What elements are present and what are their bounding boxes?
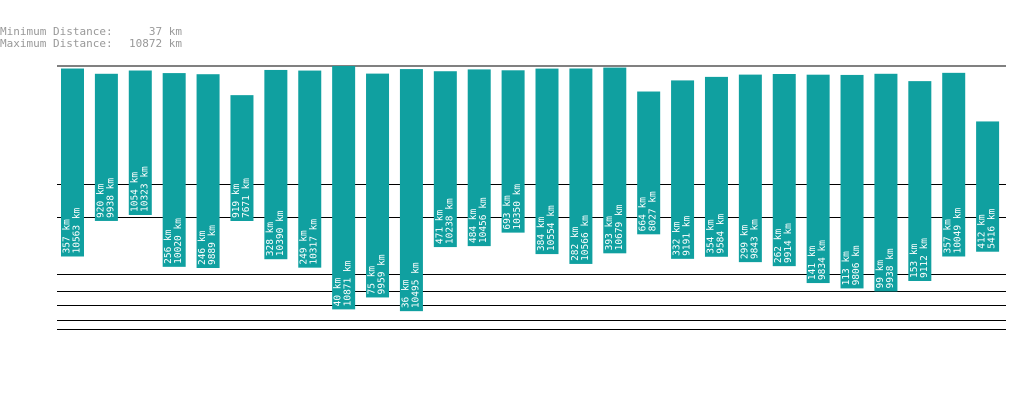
bar-label: 10679 km — [614, 204, 625, 250]
bar — [535, 68, 559, 255]
bar-label: 9938 km — [885, 248, 896, 288]
min-value: 37 km — [149, 25, 182, 38]
bar-label: 9806 km — [851, 245, 862, 285]
bar-label: 8027 km — [648, 191, 659, 231]
bar-label: 328 km — [265, 222, 276, 257]
bar — [128, 70, 152, 215]
bar — [942, 72, 966, 257]
bar — [637, 91, 661, 235]
bar — [976, 121, 1000, 252]
bar-label: 282 km — [570, 226, 581, 261]
max-label: Maximum Distance: — [0, 37, 113, 50]
bar — [569, 68, 593, 264]
bar — [94, 73, 118, 221]
bar-label: 920 km — [95, 183, 106, 218]
bar — [196, 74, 220, 269]
bar-label: 484 km — [468, 209, 479, 244]
bar-label: 249 km — [299, 230, 310, 265]
max-value: 10872 km — [129, 37, 182, 50]
bar-label: 75 km — [367, 266, 378, 295]
bar — [467, 69, 491, 247]
min-label: Minimum Distance: — [0, 25, 113, 38]
bar-label: 246 km — [197, 230, 208, 265]
bar-label: 10563 km — [72, 207, 83, 253]
bar-label: 10317 km — [309, 219, 320, 265]
bar — [298, 70, 322, 268]
bar — [162, 73, 186, 267]
bar-label: 9191 km — [682, 216, 693, 256]
bar-label: 9584 km — [715, 213, 726, 253]
bar-label: 10495 km — [410, 262, 421, 308]
bar-label: 9889 km — [207, 225, 218, 265]
bar — [772, 73, 796, 267]
bar-label: 153 km — [909, 243, 920, 278]
bar — [840, 74, 864, 289]
bar — [230, 95, 254, 221]
bar-label: 10238 km — [444, 198, 455, 244]
bar-label: 9959 km — [377, 254, 388, 294]
bar-label: 354 km — [705, 219, 716, 254]
bar — [908, 81, 932, 282]
bar-label: 357 km — [62, 219, 73, 254]
bar — [61, 68, 84, 257]
bar-label: 10020 km — [173, 218, 184, 264]
bar-label: 5416 km — [987, 208, 998, 248]
bar-label: 10456 km — [478, 197, 489, 243]
bar-label: 384 km — [536, 216, 547, 251]
bar — [671, 80, 695, 259]
bar-label: 10871 km — [343, 260, 354, 306]
bar-label: 40 km — [333, 277, 344, 306]
bar-label: 10323 km — [139, 166, 150, 212]
bar — [501, 70, 525, 233]
bar-label: 299 km — [739, 225, 750, 260]
bar — [738, 74, 762, 263]
bar — [399, 69, 423, 312]
bar-label: 9843 km — [749, 219, 760, 259]
bar-label: 36 km — [400, 279, 411, 308]
bar-label: 7671 km — [241, 178, 252, 218]
bar — [874, 73, 898, 292]
bar-label: 10554 km — [546, 205, 557, 251]
bar — [264, 69, 288, 260]
bar-label: 10390 km — [275, 210, 286, 256]
bar-label: 9834 km — [817, 240, 828, 280]
bar-label: 9112 km — [919, 238, 930, 278]
bar — [433, 71, 457, 248]
bar-label: 262 km — [773, 229, 784, 264]
bar-label: 412 km — [977, 214, 988, 249]
bar-label: 9914 km — [783, 223, 794, 263]
bar-label: 471 km — [434, 209, 445, 244]
bar-label: 664 km — [638, 197, 649, 232]
bar-label: 10350 km — [512, 184, 523, 230]
bar-label: 9938 km — [105, 178, 116, 218]
bar-label: 693 km — [502, 195, 513, 230]
bar-label: 99 km — [875, 260, 886, 289]
bar — [332, 66, 356, 310]
bar-label: 141 km — [807, 245, 818, 280]
bar — [603, 67, 627, 254]
bar-label: 919 km — [231, 183, 242, 218]
bar-label: 357 km — [943, 219, 954, 254]
bar — [704, 76, 728, 257]
bar-label: 10049 km — [953, 207, 964, 253]
bar — [806, 74, 830, 284]
bar-label: 113 km — [841, 251, 852, 286]
bar-label: 1054 km — [129, 172, 140, 212]
bar-label: 256 km — [163, 229, 174, 264]
bar-label: 393 km — [604, 216, 615, 251]
bar-label: 332 km — [672, 221, 683, 256]
bar — [366, 73, 390, 298]
bar-label: 10566 km — [580, 215, 591, 261]
